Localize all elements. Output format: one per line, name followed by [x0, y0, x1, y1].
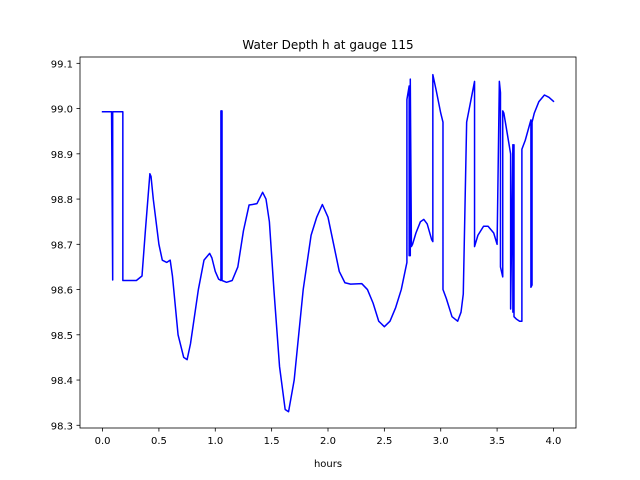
x-tick-label: 2.5 — [376, 436, 392, 447]
x-tick-label: 0.0 — [95, 436, 111, 447]
y-tick-label: 99.1 — [51, 59, 73, 70]
y-tick-label: 98.6 — [51, 286, 73, 297]
y-tick-label: 98.4 — [51, 376, 73, 387]
chart-title: Water Depth h at gauge 115 — [242, 38, 413, 52]
y-tick-label: 98.7 — [51, 240, 73, 251]
series-line-1 — [101, 73, 555, 413]
x-tick-label: 1.5 — [264, 436, 280, 447]
x-tick-label: 1.0 — [207, 436, 223, 447]
axis-ticks: 0.0 0.5 1.0 1.5 2.0 2.5 3.0 3.5 4.0 98.3 98.4 98.5 9… — [51, 59, 562, 447]
y-tick-label: 98.5 — [51, 331, 73, 342]
y-tick-label: 98.9 — [51, 150, 73, 161]
x-tick-label: 2.0 — [320, 436, 336, 447]
x-tick-label: 0.5 — [151, 436, 167, 447]
y-tick-label: 99.0 — [51, 105, 73, 116]
x-tick-label: 3.0 — [433, 436, 449, 447]
x-tick-label: 4.0 — [546, 436, 562, 447]
y-tick-label: 98.3 — [51, 421, 73, 432]
x-axis-title: hours — [314, 459, 342, 470]
y-tick-label: 98.8 — [51, 195, 73, 206]
x-tick-label: 3.5 — [489, 436, 505, 447]
